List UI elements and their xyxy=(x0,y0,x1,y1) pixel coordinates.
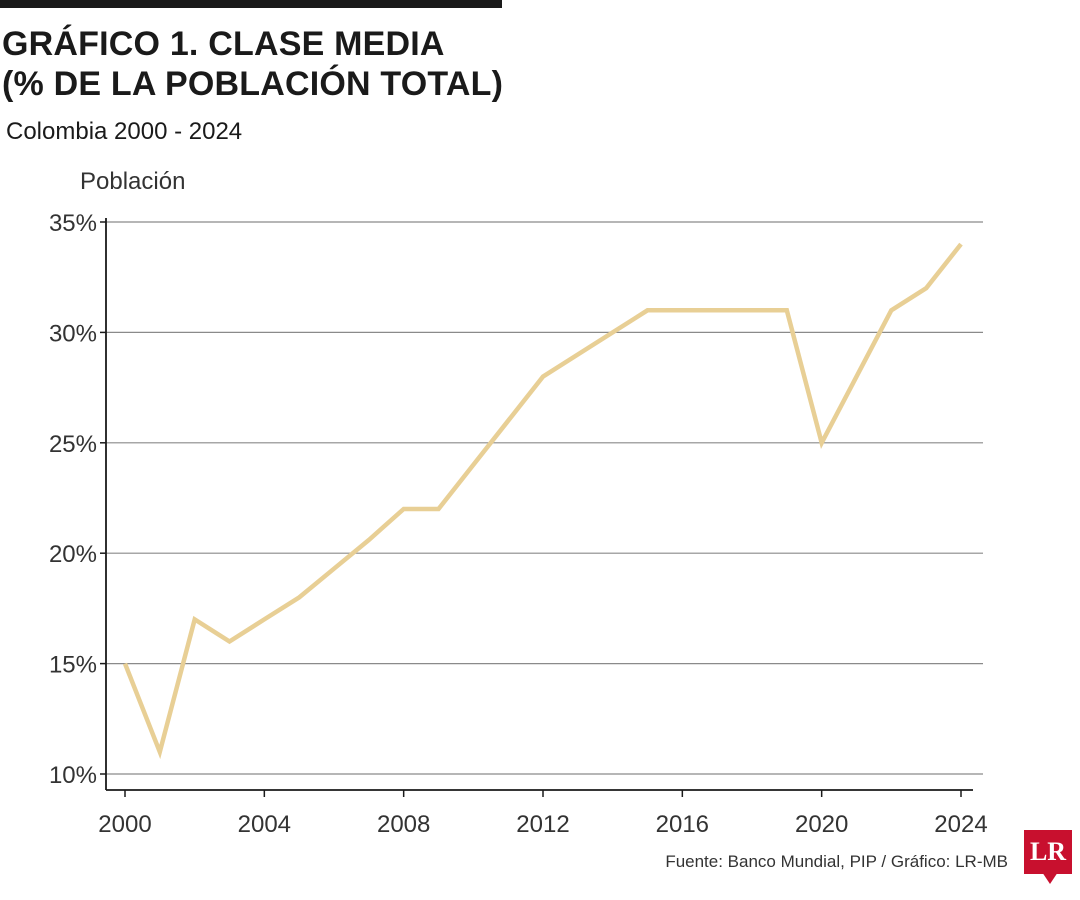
x-tick-labels: 2000 2004 2008 2012 2016 2020 2024 xyxy=(98,811,987,838)
chart-title-line-2: (% DE LA POBLACIÓN TOTAL) xyxy=(2,65,504,103)
y-tick-label: 15% xyxy=(49,652,97,679)
series-line xyxy=(122,242,963,760)
x-tick-label: 2016 xyxy=(656,811,709,838)
lr-logo-tail xyxy=(1042,872,1058,884)
y-tick-label: 35% xyxy=(49,210,97,237)
x-tick-label: 2008 xyxy=(377,811,430,838)
x-tick-label: 2012 xyxy=(516,811,569,838)
y-tick-label: 20% xyxy=(49,541,97,568)
y-tick-labels: 10% 15% 20% 25% 30% 35% xyxy=(49,210,97,789)
x-tick-label: 2000 xyxy=(98,811,151,838)
y-tick-label: 30% xyxy=(49,320,97,347)
y-axis-label: Población xyxy=(80,168,186,195)
y-tick-label: 10% xyxy=(49,762,97,789)
lr-logo: LR xyxy=(1024,830,1072,874)
x-tick-label: 2020 xyxy=(795,811,848,838)
chart-title: GRÁFICO 1. CLASE MEDIA (% DE LA POBLACIÓ… xyxy=(2,24,503,104)
grid-lines xyxy=(106,221,983,775)
source-note: Fuente: Banco Mundial, PIP / Gráfico: LR… xyxy=(665,852,1008,871)
top-rule xyxy=(0,0,502,8)
axes xyxy=(100,218,973,797)
x-tick-label: 2004 xyxy=(238,811,291,838)
chart-title-line-1: GRÁFICO 1. CLASE MEDIA xyxy=(2,25,445,63)
x-tick-label: 2024 xyxy=(934,811,987,838)
chart-subtitle: Colombia 2000 - 2024 xyxy=(6,118,243,145)
y-tick-label: 25% xyxy=(49,431,97,458)
series-group xyxy=(122,242,963,760)
